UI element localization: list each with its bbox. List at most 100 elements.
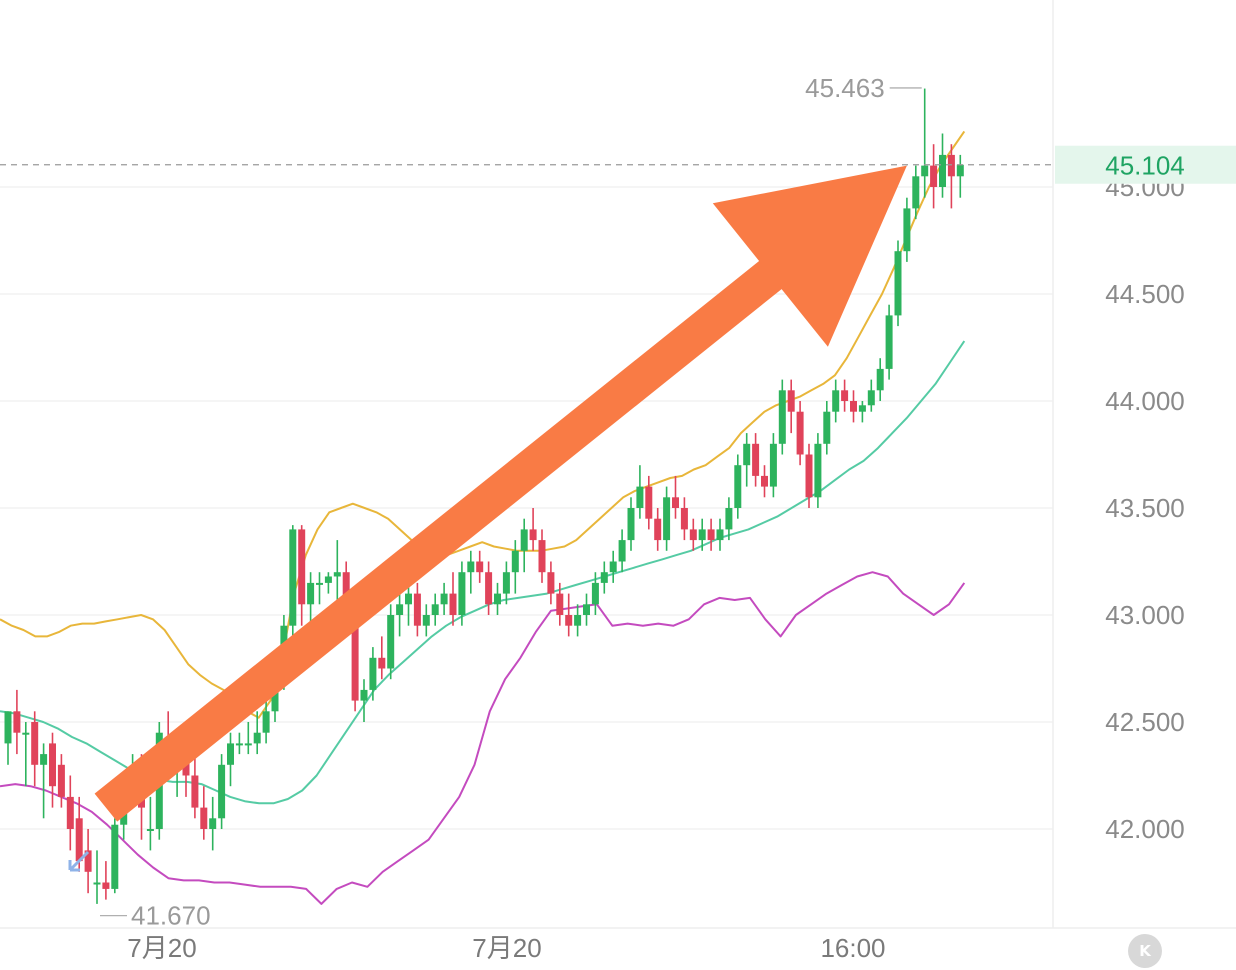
y-tick-label: 42.500 [1105, 707, 1185, 737]
candle-up [725, 497, 733, 541]
candle-up [832, 379, 840, 423]
candle-up [494, 582, 501, 615]
k-line-toggle-button[interactable]: K [1128, 934, 1162, 968]
candle-up [235, 732, 243, 755]
candle-up [956, 154, 964, 198]
candle-down [680, 497, 688, 541]
x-axis: 7月20 7月20 16:00 [127, 933, 885, 963]
candle-down [31, 711, 39, 787]
candle-up [663, 486, 671, 551]
candle-up [324, 572, 332, 594]
candle-down [57, 754, 65, 808]
trend-overlay [68, 165, 907, 872]
candle-up [734, 454, 742, 519]
candle-down [191, 754, 199, 819]
candle-up [218, 754, 226, 829]
high-marker-label: 45.463 [805, 73, 885, 103]
candle-down [850, 390, 857, 423]
y-axis: 42.00042.50043.00043.50044.00044.50045.0… [1105, 172, 1185, 844]
candle-up [146, 796, 154, 851]
candle-up [574, 604, 582, 637]
candle-up [458, 561, 466, 626]
y-tick-label: 43.000 [1105, 600, 1185, 630]
candle-down [645, 475, 653, 530]
candle-up [262, 700, 270, 744]
crosshair-icon [68, 850, 90, 872]
candle-down [707, 518, 715, 551]
lower-band-line [0, 571, 966, 905]
upper-band-line [0, 130, 966, 719]
candle-up [289, 525, 297, 637]
candle-down [654, 508, 662, 551]
candle-up [4, 711, 12, 765]
candle-down [752, 433, 760, 487]
candle-up [405, 582, 412, 626]
y-tick-label: 44.000 [1105, 386, 1185, 416]
candle-down [565, 593, 573, 637]
candle-down [84, 829, 92, 894]
candle-up [823, 401, 831, 455]
candle-up [894, 240, 902, 327]
candle-up [253, 711, 261, 755]
candle-down [449, 572, 457, 626]
candle-up [396, 593, 404, 637]
candle-up [778, 379, 786, 455]
current-price-badge [1055, 145, 1236, 184]
x-tick-label: 7月20 [127, 933, 196, 963]
uptrend-arrow [94, 165, 907, 822]
candle-down [689, 518, 697, 551]
candle-up [885, 304, 893, 380]
candle-up [511, 540, 519, 594]
candle-up [698, 518, 706, 551]
candle-up [609, 550, 617, 583]
candle-down [841, 379, 849, 412]
candle-down [930, 144, 938, 209]
candle-down [413, 582, 421, 637]
x-tick-label: 16:00 [820, 933, 885, 963]
candle-up [912, 165, 920, 220]
candle-up [93, 850, 101, 904]
candle-up [440, 582, 448, 615]
candle-down [556, 582, 564, 626]
candle-up [22, 722, 30, 787]
candle-up [600, 561, 608, 594]
candle-down [13, 689, 21, 755]
candle-up [360, 679, 368, 722]
candle-up [867, 379, 875, 412]
candle-up [502, 561, 510, 605]
candle-down [805, 443, 813, 508]
candle-up [387, 604, 395, 680]
candle-up [858, 401, 866, 423]
y-tick-label: 43.500 [1105, 493, 1185, 523]
candle-down [485, 561, 493, 615]
candle-up [591, 572, 599, 615]
current-price-label: 45.104 [1105, 151, 1185, 181]
candle-up [227, 732, 234, 787]
candle-down [547, 561, 555, 605]
candles [4, 88, 964, 904]
candle-down [66, 775, 74, 851]
candle-down [947, 144, 955, 209]
candle-up [244, 722, 252, 755]
candle-up [307, 572, 315, 626]
candle-up [431, 593, 439, 626]
grid-lines [0, 0, 1236, 929]
candle-up [743, 433, 751, 487]
candle-up [333, 540, 341, 605]
candle-up [369, 647, 377, 701]
candle-up [716, 518, 724, 551]
candle-down [102, 861, 110, 900]
k-line-toggle-label: K [1139, 942, 1152, 960]
x-tick-label: 7月20 [472, 933, 541, 963]
candle-up [903, 197, 911, 262]
candle-down [49, 732, 56, 808]
candle-down [538, 529, 546, 583]
candle-up [769, 433, 777, 498]
candle-up [627, 497, 635, 551]
low-marker-label: 41.670 [131, 901, 211, 931]
y-tick-label: 42.000 [1105, 814, 1185, 844]
candle-down [787, 379, 795, 434]
candle-up [40, 743, 48, 819]
candle-up [467, 550, 475, 594]
